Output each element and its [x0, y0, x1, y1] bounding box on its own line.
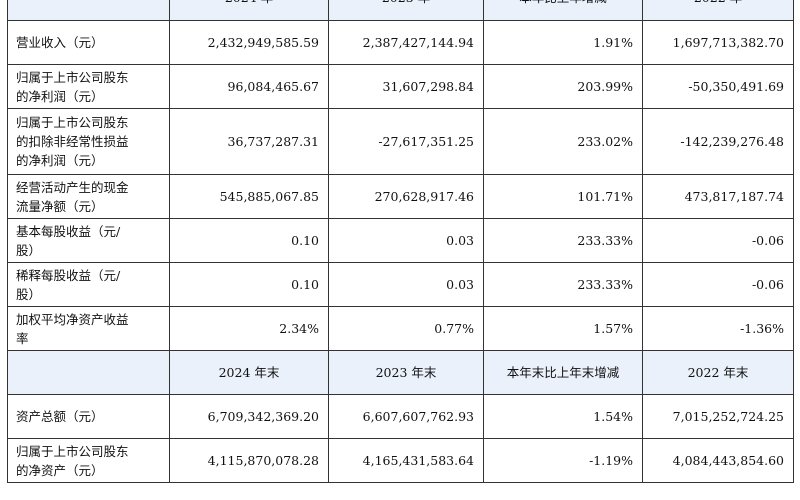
row-label: 经营活动产生的现金 流量净额（元）: [7, 174, 170, 219]
table-row: 归属于上市公司股东 的净利润（元） 96,084,465.67 31,607,298.…: [7, 64, 794, 109]
table-row: 归属于上市公司股东 的净资产（元） 4,115,870,078.28 4,165,43…: [7, 438, 794, 483]
row-label: 稀释每股收益（元/股）: [7, 262, 170, 307]
value-cell: 1.54%: [483, 394, 643, 439]
value-cell: 4,165,431,583.64: [328, 438, 484, 483]
value-cell: 1,697,713,382.70: [642, 20, 794, 65]
row-label-line: 的扣除非经常性损益: [16, 134, 129, 149]
value-cell: 545,885,067.85: [169, 174, 329, 219]
value-cell: 0.03: [328, 262, 484, 307]
value-cell: 6,709,342,369.20: [169, 394, 329, 439]
value-cell: 233.02%: [483, 108, 643, 175]
row-label-line: 资产总额（元）: [16, 409, 104, 424]
table-row: 归属于上市公司股东 的扣除非经常性损益 的净利润（元） 36,737,287.31 -2…: [7, 108, 794, 175]
column-header: 2022 年末: [642, 350, 794, 395]
value-cell: -27,617,351.25: [328, 108, 484, 175]
value-cell: 31,607,298.84: [328, 64, 484, 109]
row-label-line: 流量净额（元）: [16, 198, 104, 214]
table-row: 营业收入（元） 2,432,949,585.59 2,387,427,144.94 1…: [7, 20, 794, 65]
value-cell: -50,350,491.69: [642, 64, 794, 109]
value-cell: -0.06: [642, 218, 794, 263]
value-cell: 473,817,187.74: [642, 174, 794, 219]
row-label-line: 基本每股收益（元/: [16, 223, 121, 239]
row-label: 归属于上市公司股东 的净资产（元）: [7, 438, 170, 483]
column-header: 2023 年末: [328, 350, 484, 395]
value-cell: 0.03: [328, 218, 484, 263]
value-cell: -142,239,276.48: [642, 108, 794, 175]
row-label-line: 的净资产（元）: [16, 462, 104, 478]
value-cell: 2.34%: [169, 306, 329, 351]
row-label: 归属于上市公司股东 的净利润（元）: [7, 64, 170, 109]
value-cell: 0.77%: [328, 306, 484, 351]
value-cell: 2,387,427,144.94: [328, 20, 484, 65]
row-label: 加权平均净资产收益率: [7, 306, 170, 351]
column-header: 本年末比上年末增减: [483, 350, 643, 395]
row-label: 资产总额（元）: [7, 394, 170, 439]
row-label-line: 股）: [16, 286, 42, 302]
row-label-line: 归属于上市公司股东: [16, 443, 129, 459]
row-label-line: 归属于上市公司股东: [16, 115, 129, 130]
table-row: 基本每股收益（元/股） 0.10 0.03 233.33% -0.06: [7, 218, 794, 263]
value-cell: 4,115,870,078.28: [169, 438, 329, 483]
row-label-line: 稀释每股收益（元/: [16, 267, 121, 283]
value-cell: 2,432,949,585.59: [169, 20, 329, 65]
value-cell: 6,607,607,762.93: [328, 394, 484, 439]
value-cell: 233.33%: [483, 218, 643, 263]
table-row: 资产总额（元） 6,709,342,369.20 6,607,607,762.93 1…: [7, 394, 794, 439]
column-header: 2024 年末: [169, 350, 329, 395]
value-cell: 36,737,287.31: [169, 108, 329, 175]
value-cell: 101.71%: [483, 174, 643, 219]
value-cell: 0.10: [169, 262, 329, 307]
value-cell: 270,628,917.46: [328, 174, 484, 219]
row-label-line: 率: [16, 330, 29, 346]
value-cell: 0.10: [169, 218, 329, 263]
column-header: 本年比上年增减: [483, 0, 643, 21]
table-row: 经营活动产生的现金 流量净额（元） 545,885,067.85 270,628,91…: [7, 174, 794, 219]
value-cell: 1.91%: [483, 20, 643, 65]
row-label: 基本每股收益（元/股）: [7, 218, 170, 263]
row-label-line: 的净利润（元）: [16, 88, 104, 104]
header-blank-cell: [7, 0, 170, 21]
value-cell: -1.36%: [642, 306, 794, 351]
table-row: 加权平均净资产收益率 2.34% 0.77% 1.57% -1.36%: [7, 306, 794, 351]
table-row: 稀释每股收益（元/股） 0.10 0.03 233.33% -0.06: [7, 262, 794, 307]
value-cell: 4,084,443,854.60: [642, 438, 794, 483]
financial-indicators-table: 2024 年2023 年本年比上年增减2022 年营业收入（元） 2,432,94…: [7, 0, 794, 483]
row-label-line: 营业收入（元）: [16, 35, 104, 50]
header-blank-cell: [7, 350, 170, 395]
value-cell: 96,084,465.67: [169, 64, 329, 109]
column-header: 2023 年: [328, 0, 484, 21]
row-label-line: 的净利润（元）: [16, 153, 104, 168]
row-label: 归属于上市公司股东 的扣除非经常性损益 的净利润（元）: [7, 108, 170, 175]
row-label-line: 经营活动产生的现金: [16, 179, 129, 195]
value-cell: 7,015,252,724.25: [642, 394, 794, 439]
value-cell: -1.19%: [483, 438, 643, 483]
table-header-row: 2024 年2023 年本年比上年增减2022 年: [7, 0, 794, 21]
column-header: 2024 年: [169, 0, 329, 21]
row-label-line: 归属于上市公司股东: [16, 69, 129, 85]
column-header: 2022 年: [642, 0, 794, 21]
value-cell: -0.06: [642, 262, 794, 307]
value-cell: 233.33%: [483, 262, 643, 307]
value-cell: 203.99%: [483, 64, 643, 109]
row-label-line: 股）: [16, 242, 42, 258]
row-label-line: 加权平均净资产收益: [16, 311, 129, 327]
table-header-row-2: 2024 年末 2023 年末 本年末比上年末增减 2022 年末: [7, 350, 794, 395]
value-cell: 1.57%: [483, 306, 643, 351]
row-label: 营业收入（元）: [7, 20, 170, 65]
